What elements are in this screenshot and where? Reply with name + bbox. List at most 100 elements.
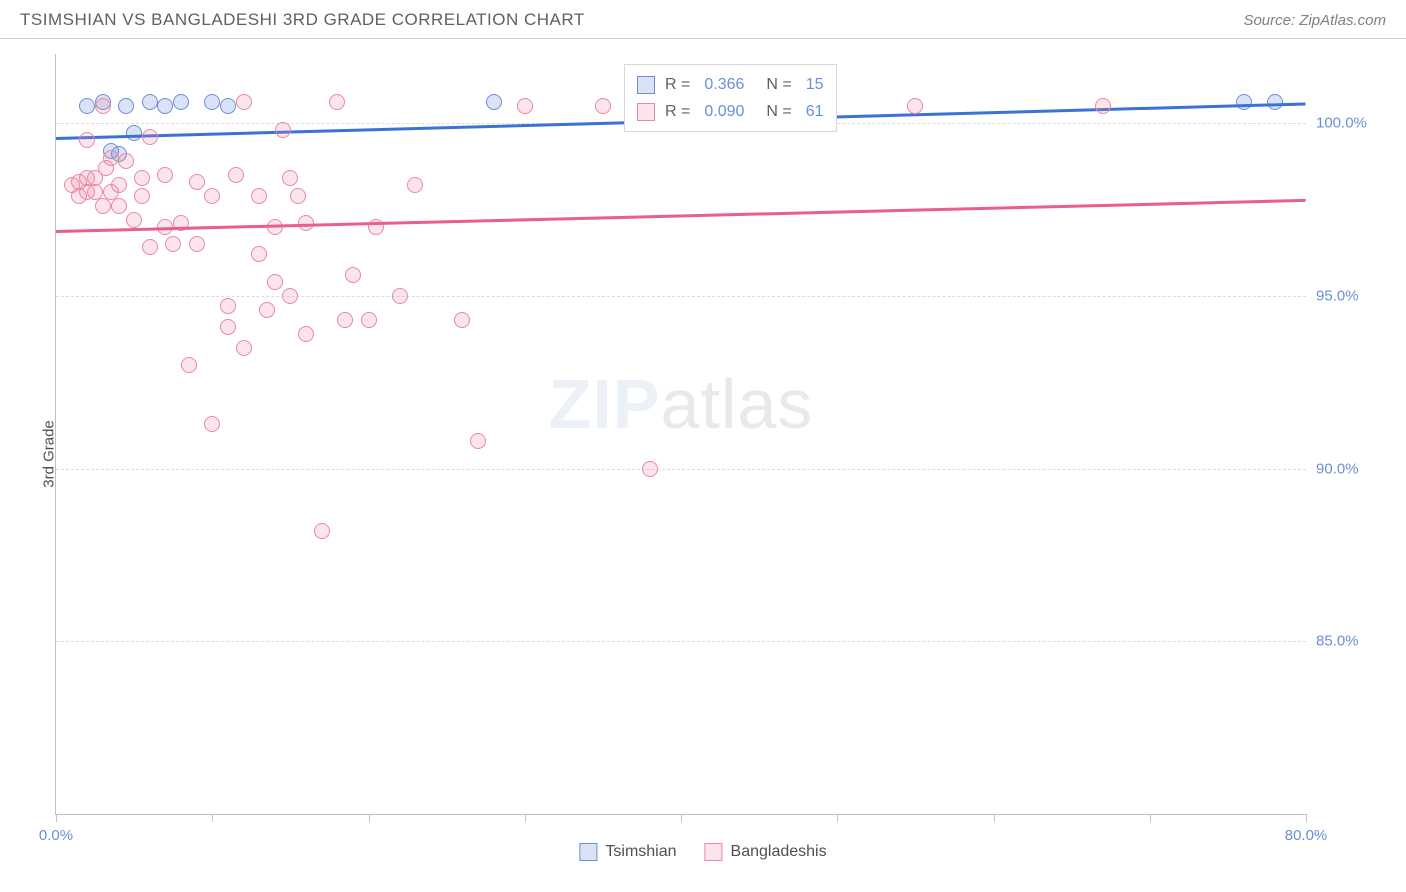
data-point	[454, 312, 470, 328]
legend-r-value: 0.366	[704, 71, 744, 98]
y-tick-label: 90.0%	[1316, 460, 1376, 477]
chart-header: TSIMSHIAN VS BANGLADESHI 3RD GRADE CORRE…	[0, 0, 1406, 39]
legend-r-label: R =	[665, 98, 690, 125]
data-point	[517, 98, 533, 114]
legend-label: Tsimshian	[605, 843, 676, 861]
x-tick	[837, 814, 838, 822]
data-point	[907, 98, 923, 114]
plot-area: ZIPatlas 85.0%90.0%95.0%100.0%0.0%80.0%R…	[55, 54, 1306, 815]
watermark: ZIPatlas	[549, 364, 814, 444]
data-point	[275, 122, 291, 138]
y-tick-label: 95.0%	[1316, 287, 1376, 304]
legend-item: Tsimshian	[579, 843, 676, 861]
data-point	[79, 98, 95, 114]
x-tick	[369, 814, 370, 822]
data-point	[1236, 94, 1252, 110]
x-tick-label: 0.0%	[39, 827, 73, 844]
data-point	[134, 170, 150, 186]
data-point	[111, 198, 127, 214]
x-tick	[1306, 814, 1307, 822]
data-point	[329, 94, 345, 110]
data-point	[157, 98, 173, 114]
data-point	[345, 267, 361, 283]
data-point	[204, 94, 220, 110]
gridline	[56, 641, 1306, 642]
data-point	[220, 319, 236, 335]
data-point	[290, 188, 306, 204]
trend-line	[56, 199, 1306, 233]
data-point	[282, 170, 298, 186]
x-tick	[1150, 814, 1151, 822]
data-point	[642, 461, 658, 477]
x-tick-label: 80.0%	[1285, 827, 1328, 844]
data-point	[111, 177, 127, 193]
data-point	[282, 288, 298, 304]
gridline	[56, 469, 1306, 470]
data-point	[220, 298, 236, 314]
chart-title: TSIMSHIAN VS BANGLADESHI 3RD GRADE CORRE…	[20, 10, 585, 30]
data-point	[103, 150, 119, 166]
data-point	[470, 433, 486, 449]
x-tick	[212, 814, 213, 822]
x-tick	[56, 814, 57, 822]
data-point	[267, 274, 283, 290]
legend-row: R = 0.366 N = 15	[637, 71, 824, 98]
data-point	[95, 198, 111, 214]
legend-r-value: 0.090	[704, 98, 744, 125]
data-point	[204, 188, 220, 204]
x-tick	[525, 814, 526, 822]
legend-n-label: N =	[766, 98, 791, 125]
data-point	[392, 288, 408, 304]
data-point	[407, 177, 423, 193]
data-point	[595, 98, 611, 114]
legend-r-label: R =	[665, 71, 690, 98]
data-point	[204, 416, 220, 432]
x-tick	[681, 814, 682, 822]
data-point	[228, 167, 244, 183]
data-point	[118, 98, 134, 114]
data-point	[236, 94, 252, 110]
data-point	[134, 188, 150, 204]
data-point	[118, 153, 134, 169]
data-point	[236, 340, 252, 356]
x-tick	[994, 814, 995, 822]
legend-swatch	[579, 843, 597, 861]
data-point	[95, 98, 111, 114]
data-point	[126, 212, 142, 228]
watermark-bold: ZIP	[549, 365, 661, 443]
watermark-thin: atlas	[661, 365, 814, 443]
data-point	[157, 167, 173, 183]
data-point	[181, 357, 197, 373]
legend-row: R = 0.090 N = 61	[637, 98, 824, 125]
legend-n-value: 61	[806, 98, 824, 125]
legend-n-label: N =	[766, 71, 791, 98]
data-point	[189, 236, 205, 252]
data-point	[142, 239, 158, 255]
data-point	[251, 246, 267, 262]
gridline	[56, 296, 1306, 297]
data-point	[220, 98, 236, 114]
data-point	[1095, 98, 1111, 114]
data-point	[486, 94, 502, 110]
legend-stats: R = 0.366 N = 15 R = 0.090 N = 61	[624, 64, 837, 132]
data-point	[259, 302, 275, 318]
data-point	[79, 132, 95, 148]
data-point	[337, 312, 353, 328]
legend-bottom: Tsimshian Bangladeshis	[579, 843, 826, 861]
data-point	[142, 129, 158, 145]
data-point	[142, 94, 158, 110]
data-point	[189, 174, 205, 190]
legend-n-value: 15	[806, 71, 824, 98]
legend-label: Bangladeshis	[731, 843, 827, 861]
legend-item: Bangladeshis	[705, 843, 827, 861]
chart-source: Source: ZipAtlas.com	[1243, 12, 1386, 29]
data-point	[173, 94, 189, 110]
data-point	[126, 125, 142, 141]
y-tick-label: 100.0%	[1316, 115, 1376, 132]
legend-swatch	[637, 103, 655, 121]
data-point	[165, 236, 181, 252]
data-point	[298, 326, 314, 342]
chart-container: 3rd Grade ZIPatlas 85.0%90.0%95.0%100.0%…	[20, 39, 1386, 869]
legend-swatch	[705, 843, 723, 861]
legend-swatch	[637, 76, 655, 94]
